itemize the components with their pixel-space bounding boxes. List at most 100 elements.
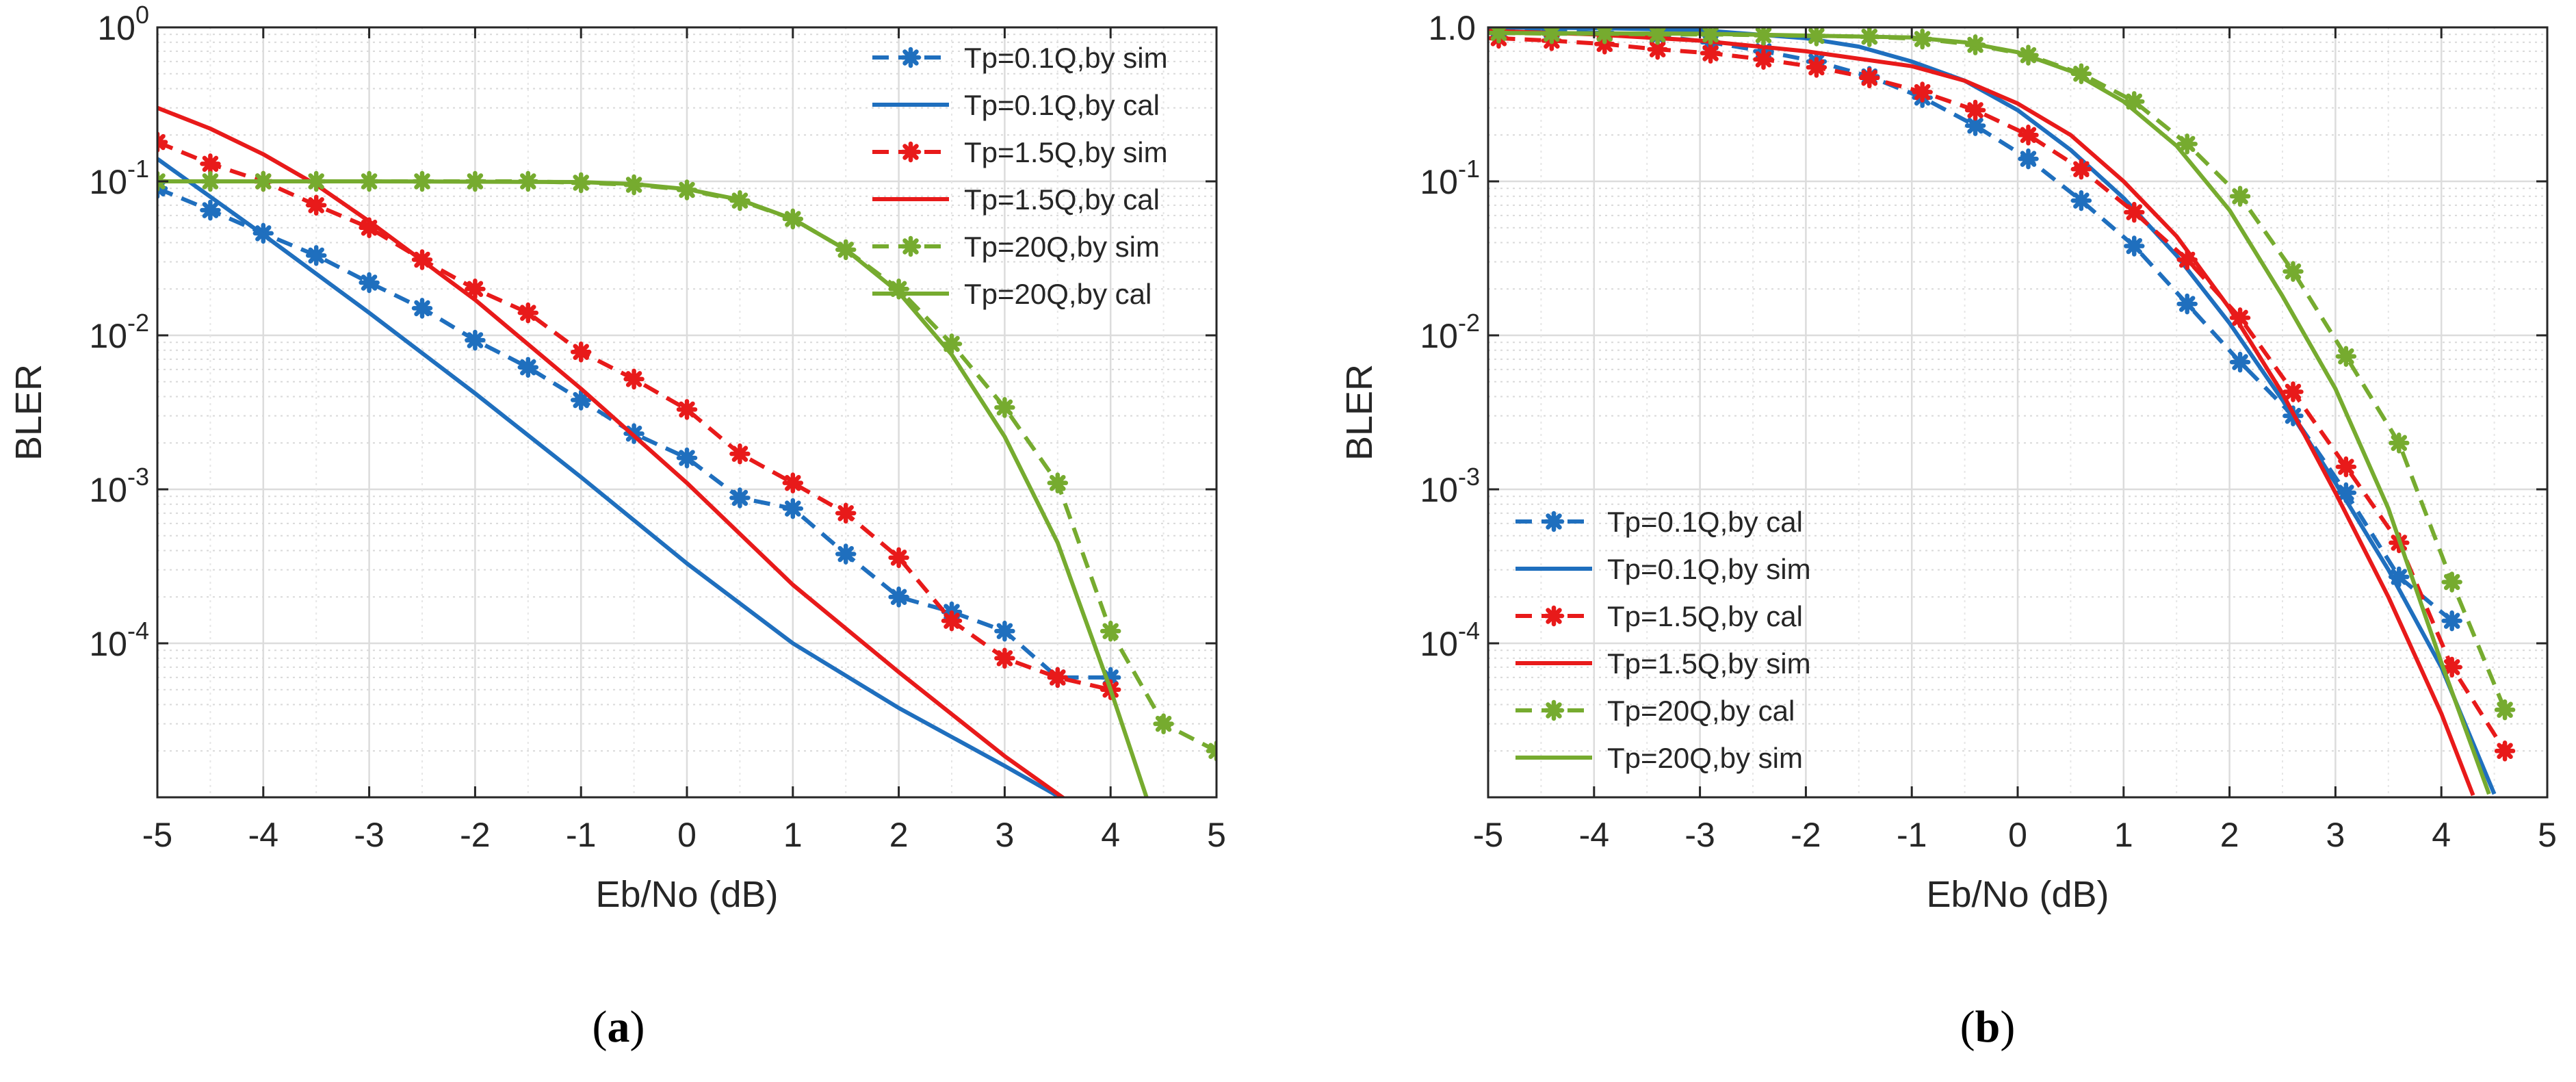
x-tick-label: 4: [1101, 816, 1120, 854]
y-tick-label: 10-4: [89, 617, 149, 663]
y-tick-label: 10-3: [89, 463, 149, 509]
grid: [156, 26, 1218, 799]
data-point: [1806, 57, 1827, 78]
data-point: [835, 543, 857, 565]
data-point: [305, 194, 327, 216]
data-point: [2176, 133, 2198, 155]
ticks: -5 -4 -3 -2 -1 0 1 2 3 4 5 1.0 10-1 10-2 10-3 10-4: [1420, 9, 2557, 854]
data-point: [2441, 571, 2462, 593]
data-point: [465, 329, 486, 351]
legend-item: Tp=0.1Q,by cal: [1515, 506, 1803, 538]
y-tick-label: 10-1: [1420, 155, 1480, 201]
legend: Tp=0.1Q,by sim Tp=0.1Q,by cal Tp=1.5Q,by s…: [872, 42, 1168, 310]
series-line: [157, 157, 1059, 797]
x-tick-label: -1: [1897, 816, 1927, 854]
legend-item: Tp=1.5Q,by sim: [1515, 647, 1811, 680]
legend-label: Tp=1.5Q,by cal: [964, 183, 1160, 216]
x-tick-label: -4: [248, 816, 278, 854]
data-point: [994, 620, 1015, 642]
data-point: [1912, 81, 1933, 103]
data-point: [1700, 42, 1721, 64]
legend-label: Tp=20Q,by cal: [1607, 695, 1795, 727]
data-point: [2018, 125, 2039, 146]
x-axis-label: Eb/No (dB): [595, 874, 778, 915]
data-point: [465, 279, 486, 300]
data-point: [1100, 667, 1121, 688]
legend-label: Tp=1.5Q,by cal: [1607, 600, 1803, 632]
y-axis-label: BLER: [1339, 364, 1380, 461]
y-tick-label: 1.0: [1428, 9, 1476, 47]
x-tick-label: 0: [677, 816, 697, 854]
y-tick-label: 10-2: [1420, 309, 1480, 355]
legend-item: Tp=20Q,by sim: [1515, 742, 1803, 774]
x-tick-label: 3: [995, 816, 1014, 854]
data-point: [2229, 351, 2251, 373]
data-point: [2229, 307, 2251, 329]
data-point: [994, 647, 1015, 669]
legend-item: Tp=0.1Q,by cal: [872, 89, 1160, 121]
data-point: [888, 587, 909, 608]
data-point: [900, 141, 922, 163]
data-point: [941, 610, 963, 632]
data-point: [676, 447, 698, 469]
data-point: [2441, 610, 2462, 632]
data-point: [1859, 67, 1880, 89]
data-point: [305, 245, 327, 266]
data-point: [1647, 38, 1668, 60]
data-point: [517, 302, 539, 324]
x-tick-label: 2: [2220, 816, 2239, 854]
legend-item: Tp=20Q,by cal: [1515, 695, 1795, 727]
data-point: [2070, 158, 2092, 180]
x-tick-label: -1: [566, 816, 596, 854]
data-point: [2335, 456, 2357, 478]
x-tick-label: -5: [142, 816, 172, 854]
x-tick-label: -3: [354, 816, 384, 854]
series-line: [157, 179, 1149, 797]
data-point: [2018, 148, 2039, 170]
data-point: [359, 272, 380, 294]
data-point: [2282, 381, 2304, 402]
legend-item: Tp=1.5Q,by cal: [1515, 600, 1803, 632]
data-point: [517, 357, 539, 378]
x-tick-label: -2: [1791, 816, 1821, 854]
data-point: [570, 342, 592, 363]
x-tick-label: 1: [2114, 816, 2133, 854]
y-tick-label: 10-2: [89, 309, 149, 355]
data-point: [900, 47, 922, 68]
legend-item: Tp=20Q,by cal: [872, 278, 1152, 310]
data-point: [2389, 433, 2410, 454]
data-point: [676, 399, 698, 420]
data-point: [2229, 185, 2251, 207]
data-point: [2389, 566, 2410, 588]
data-point: [900, 235, 922, 257]
legend-item: Tp=1.5Q,by cal: [872, 183, 1160, 216]
data-point: [1964, 115, 1986, 136]
data-point: [729, 443, 751, 465]
data-point: [2124, 235, 2145, 257]
data-point: [623, 368, 645, 390]
series-group: [157, 105, 1217, 797]
data-point: [1100, 620, 1121, 642]
legend-label: Tp=0.1Q,by cal: [1607, 506, 1803, 538]
y-tick-label: 10-1: [89, 155, 149, 201]
ticks: -5 -4 -3 -2 -1 0 1 2 3 4 5 100 10-1 10-2 10-3 10-4: [89, 1, 1226, 854]
x-tick-label: 1: [783, 816, 803, 854]
y-tick-label: 10-4: [1420, 617, 1480, 663]
data-point: [2124, 201, 2145, 223]
legend-item: Tp=0.1Q,by sim: [1515, 553, 1811, 585]
data-point: [1543, 605, 1565, 627]
data-point: [782, 472, 804, 493]
data-point: [888, 279, 909, 300]
x-tick-label: 4: [2432, 816, 2451, 854]
x-tick-label: -3: [1684, 816, 1715, 854]
data-point: [200, 199, 221, 221]
legend-label: Tp=20Q,by cal: [964, 278, 1152, 310]
series-line: [1488, 29, 2475, 797]
data-point: [2070, 63, 2092, 84]
data-point: [2335, 346, 2357, 368]
y-tick-label: 10-3: [1420, 463, 1480, 509]
series-3: [1488, 29, 2475, 797]
legend: Tp=0.1Q,by cal Tp=0.1Q,by sim Tp=1.5Q,by c…: [1515, 506, 1811, 774]
x-tick-label: -4: [1579, 816, 1609, 854]
